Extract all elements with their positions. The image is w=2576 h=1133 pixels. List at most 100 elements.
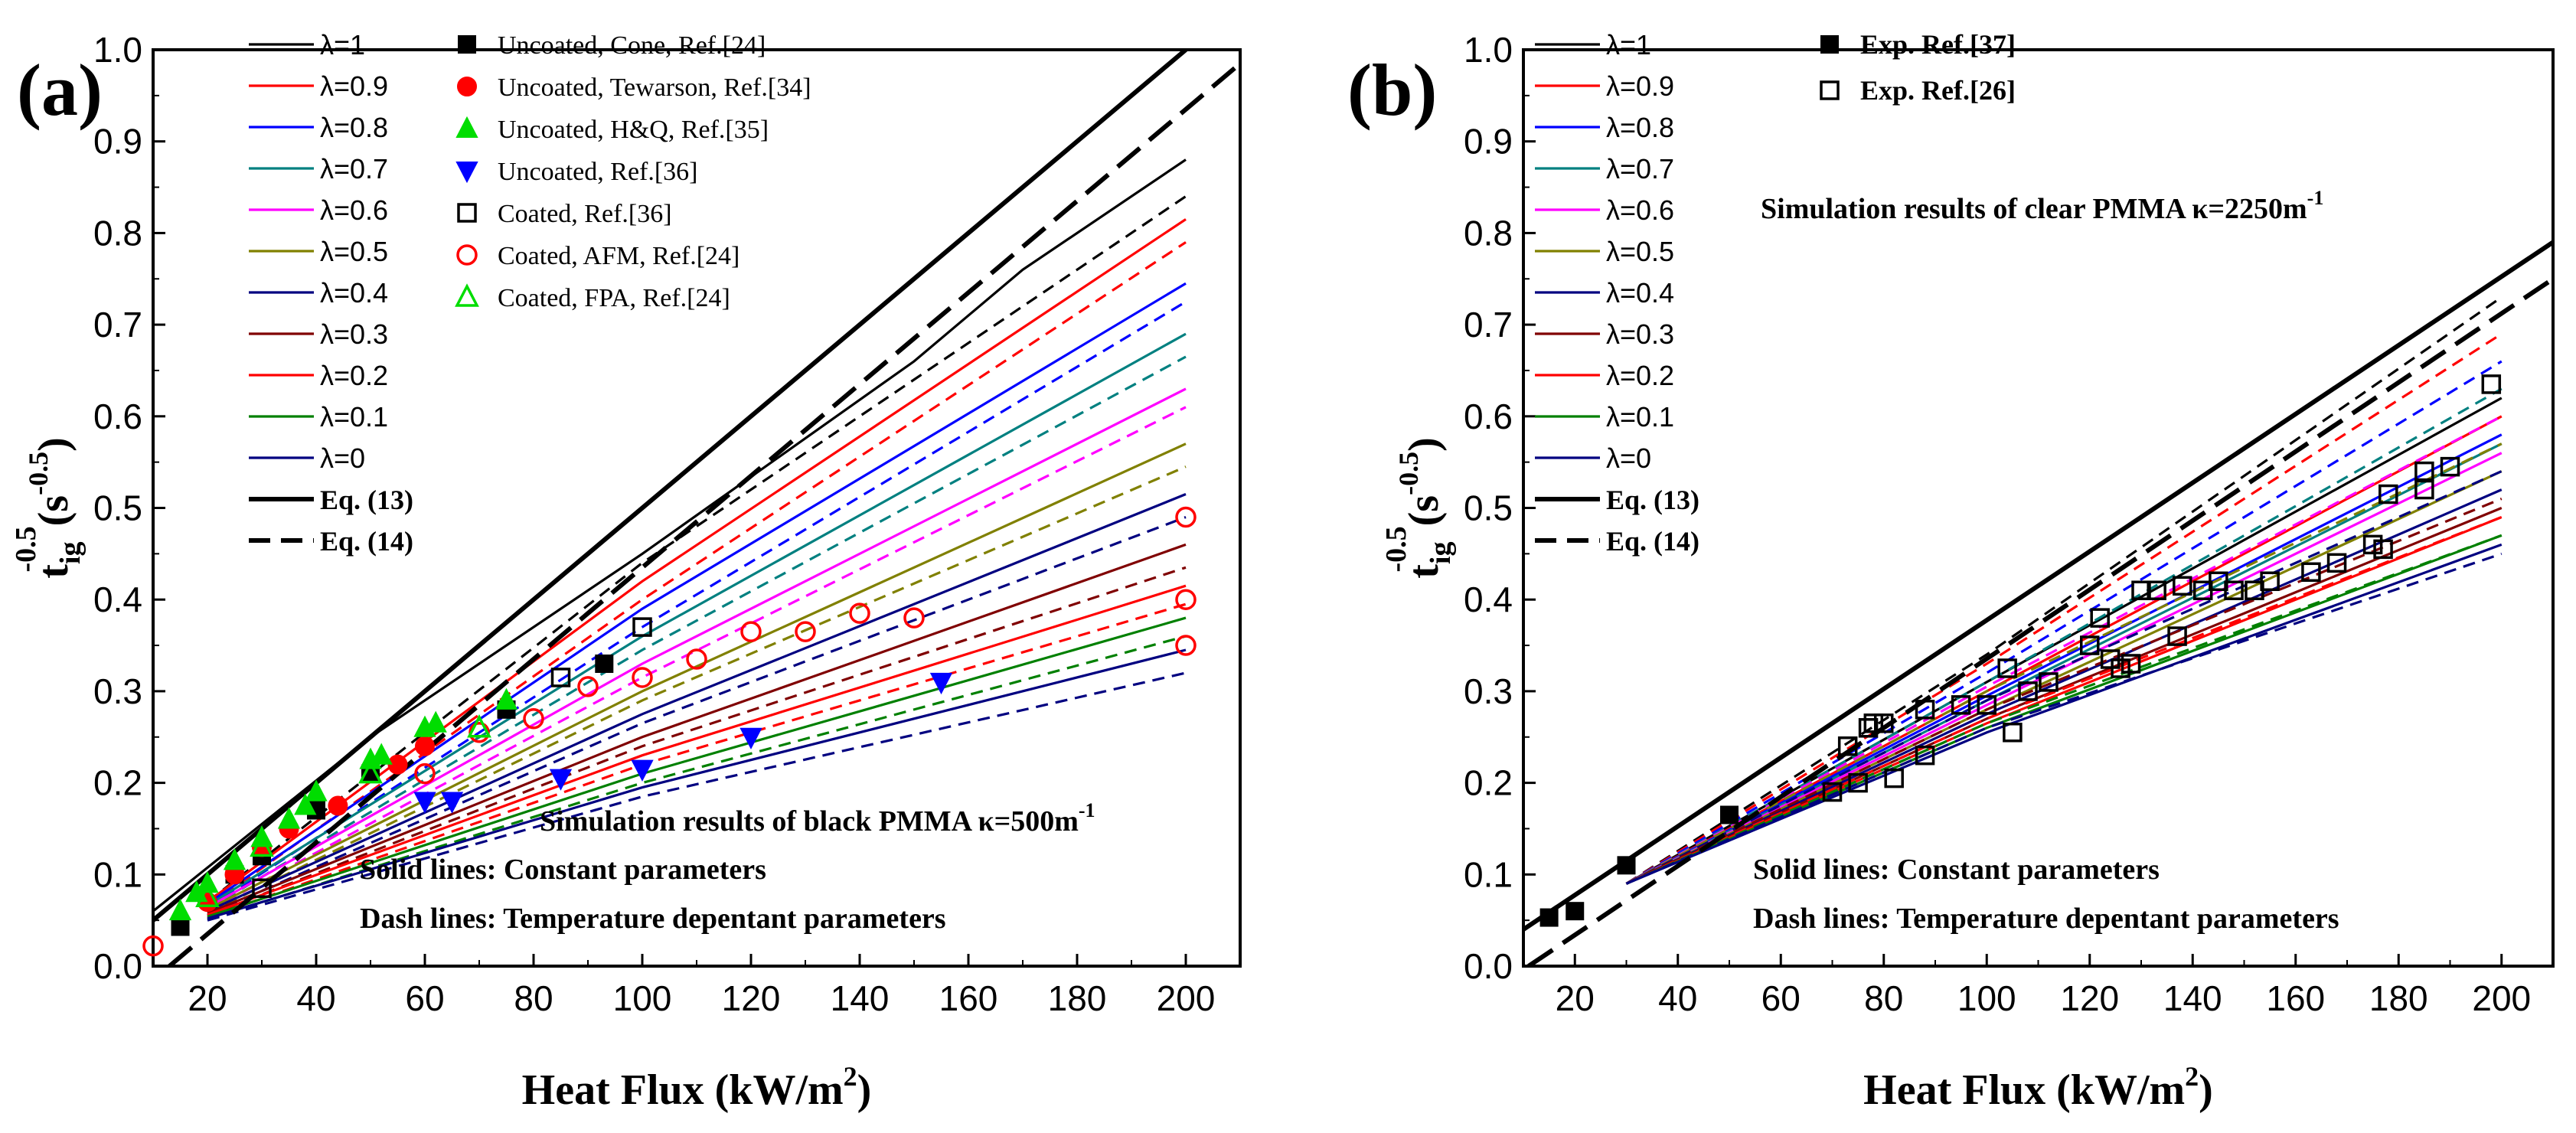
y-tick-label: 0.7: [1464, 305, 1513, 344]
x-axis-label: Heat Flux (kW/m2): [1863, 1061, 2213, 1114]
series-dash-line: [1625, 470, 2503, 885]
data-point: [1997, 658, 2017, 678]
data-point: [455, 116, 478, 138]
simulation-annotation: Simulation results of black PMMA κ=500m-…: [540, 799, 1095, 838]
data-point: [195, 883, 220, 907]
y-tick-label: 0.3: [1464, 671, 1513, 711]
dash-lines-annotation: Dash lines: Temperature depentant parame…: [1753, 903, 2339, 935]
legend-label: Coated, Ref.[36]: [498, 200, 672, 228]
data-point: [277, 807, 301, 829]
legend-label: λ=0.8: [1606, 112, 1674, 143]
y-tick-label: 0.2: [1464, 763, 1513, 803]
y-tick-label: 1.0: [1464, 30, 1513, 70]
x-tick-label: 180: [1048, 978, 1107, 1018]
eq-line: [168, 61, 1240, 966]
y-tick-label: 0.6: [1464, 397, 1513, 436]
data-point: [1858, 718, 1879, 738]
x-tick-label: 160: [939, 978, 998, 1018]
data-point: [686, 648, 707, 670]
data-point: [2090, 608, 2110, 628]
data-point: [1822, 782, 1843, 802]
data-point: [1863, 713, 1884, 733]
data-point: [467, 713, 491, 738]
y-tick-label: 1.0: [93, 30, 142, 70]
data-point: [370, 743, 393, 765]
data-point: [2362, 534, 2383, 555]
legend-lines: λ=1 λ=0.9 λ=0.8 λ=0.7 λ=0.6 λ=0.5 λ=0.4 λ=0.3 λ=…: [249, 29, 413, 557]
legend-label: λ=0: [320, 442, 365, 474]
panel-label: (a): [17, 49, 103, 131]
data-point: [458, 35, 476, 54]
data-point: [328, 795, 348, 816]
legend-label: Uncoated, Ref.[36]: [498, 158, 698, 186]
data-point: [1175, 589, 1197, 610]
series-solid-line: [1625, 397, 2503, 885]
series-dash-line: [1625, 360, 2503, 885]
data-point: [2111, 658, 2130, 678]
data-point: [455, 162, 478, 184]
legend-label: λ=0.2: [320, 360, 388, 391]
data-point: [2481, 374, 2502, 394]
data-point: [849, 602, 870, 624]
y-axis-label: tig-0.5(s-0.5): [10, 437, 87, 578]
plot-area: [1523, 240, 2553, 966]
data-point: [549, 769, 573, 791]
legend-label: λ=0.8: [320, 112, 388, 143]
x-tick-label: 20: [1556, 978, 1595, 1018]
data-point: [414, 762, 436, 785]
legend-label: λ=0: [1606, 442, 1651, 474]
y-tick-label: 0.0: [93, 946, 142, 986]
data-point: [1915, 745, 1935, 766]
data-point: [142, 935, 164, 957]
data-point: [2018, 681, 2038, 701]
legend-markers: Exp. Ref.[37] Exp. Ref.[26]: [1820, 29, 2016, 106]
series-dash-line: [207, 300, 1187, 909]
x-tick-label: 140: [2163, 978, 2222, 1018]
data-point: [631, 759, 654, 782]
x-tick-label: 200: [2472, 978, 2531, 1018]
data-point: [903, 607, 925, 629]
x-tick-label: 120: [2060, 978, 2119, 1018]
series-solid-line: [1625, 534, 2503, 885]
data-point: [223, 848, 246, 870]
y-tick-label: 0.7: [93, 305, 142, 344]
legend-label: Eq. (14): [320, 526, 413, 557]
y-tick-label: 0.1: [93, 854, 142, 894]
x-tick-label: 80: [514, 978, 553, 1018]
eq-line: [1523, 240, 2553, 932]
y-tick-label: 0.5: [93, 488, 142, 528]
data-point: [1617, 856, 1636, 875]
data-point: [168, 899, 192, 921]
x-tick-label: 40: [1658, 978, 1697, 1018]
data-point: [252, 878, 272, 899]
data-point: [1874, 713, 1894, 733]
data-point: [2121, 654, 2141, 674]
series-dash-line: [1625, 332, 2503, 885]
legend-label: λ=0.9: [320, 70, 388, 102]
legend-label: λ=0.7: [320, 153, 388, 184]
data-point: [1720, 805, 1739, 824]
legend-label: Eq. (13): [1606, 485, 1699, 515]
data-point: [1820, 80, 1840, 100]
legend-label: Uncoated, H&Q, Ref.[35]: [498, 116, 769, 144]
legend-label: λ=0.7: [1606, 153, 1674, 184]
panel-label: (b): [1347, 49, 1437, 131]
series-dash-line: [1625, 442, 2503, 885]
legend-label: λ=0.3: [320, 318, 388, 350]
data-point: [739, 727, 762, 749]
legend-label: λ=0.6: [1606, 194, 1674, 226]
data-point: [305, 779, 328, 802]
series-solid-line: [207, 584, 1187, 916]
y-tick-label: 0.6: [93, 397, 142, 436]
legend-label: λ=0.9: [1606, 70, 1674, 102]
x-tick-label: 180: [2369, 978, 2428, 1018]
legend-label: λ=0.6: [320, 194, 388, 226]
data-point: [2039, 672, 2059, 692]
x-tick-label: 100: [613, 978, 672, 1018]
series-dash-line: [1625, 516, 2503, 885]
data-point: [577, 676, 599, 697]
series-solid-line: [207, 218, 1187, 903]
data-point: [2301, 562, 2321, 583]
y-tick-label: 0.2: [93, 763, 142, 803]
series-solid-line: [207, 282, 1187, 905]
